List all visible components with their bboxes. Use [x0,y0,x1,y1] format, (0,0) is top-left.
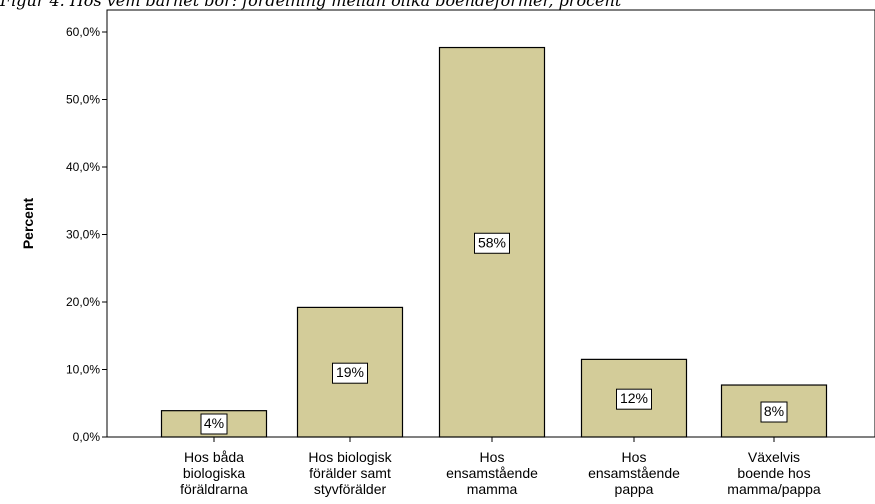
figure-caption: Figur 4. Hos vem barnet bor: fördelning … [0,0,622,10]
x-tick-label: Hos [480,449,505,465]
x-tick-label: ensamstående [588,465,680,481]
data-label-box [616,388,652,410]
x-tick-label: biologiska [183,465,245,481]
x-tick-label: pappa [615,481,654,497]
y-tick-label: 30,0% [66,228,100,242]
data-label: 58% [478,234,506,250]
data-label-box [332,362,368,384]
y-axis-label: Percent [20,197,36,249]
data-label: 19% [336,364,364,380]
x-tick-label: styvförälder [314,481,387,497]
y-tick-label: 60,0% [66,25,100,39]
x-tick-label: Hos biologisk [308,449,392,465]
data-label: 8% [764,403,784,419]
x-tick-label: förälder samt [309,465,391,481]
y-tick-label: 50,0% [66,93,100,107]
x-tick-label: boende hos [737,465,810,481]
x-tick-label: Växelvis [748,449,800,465]
y-tick-label: 10,0% [66,363,100,377]
y-tick-label: 20,0% [66,295,100,309]
data-label-box [474,232,510,254]
data-label: 4% [204,415,224,431]
x-tick-label: föräldrarna [180,481,248,497]
x-tick-label: Hos [622,449,647,465]
y-tick-label: 0,0% [73,430,101,444]
data-label-box [760,401,788,423]
y-tick-label: 40,0% [66,160,100,174]
x-tick-label: mamma/pappa [727,481,821,497]
x-tick-label: Hos båda [184,449,244,465]
x-tick-label: mamma [467,481,518,497]
x-tick-label: ensamstående [446,465,538,481]
data-label: 12% [620,390,648,406]
data-label-box [200,413,228,435]
